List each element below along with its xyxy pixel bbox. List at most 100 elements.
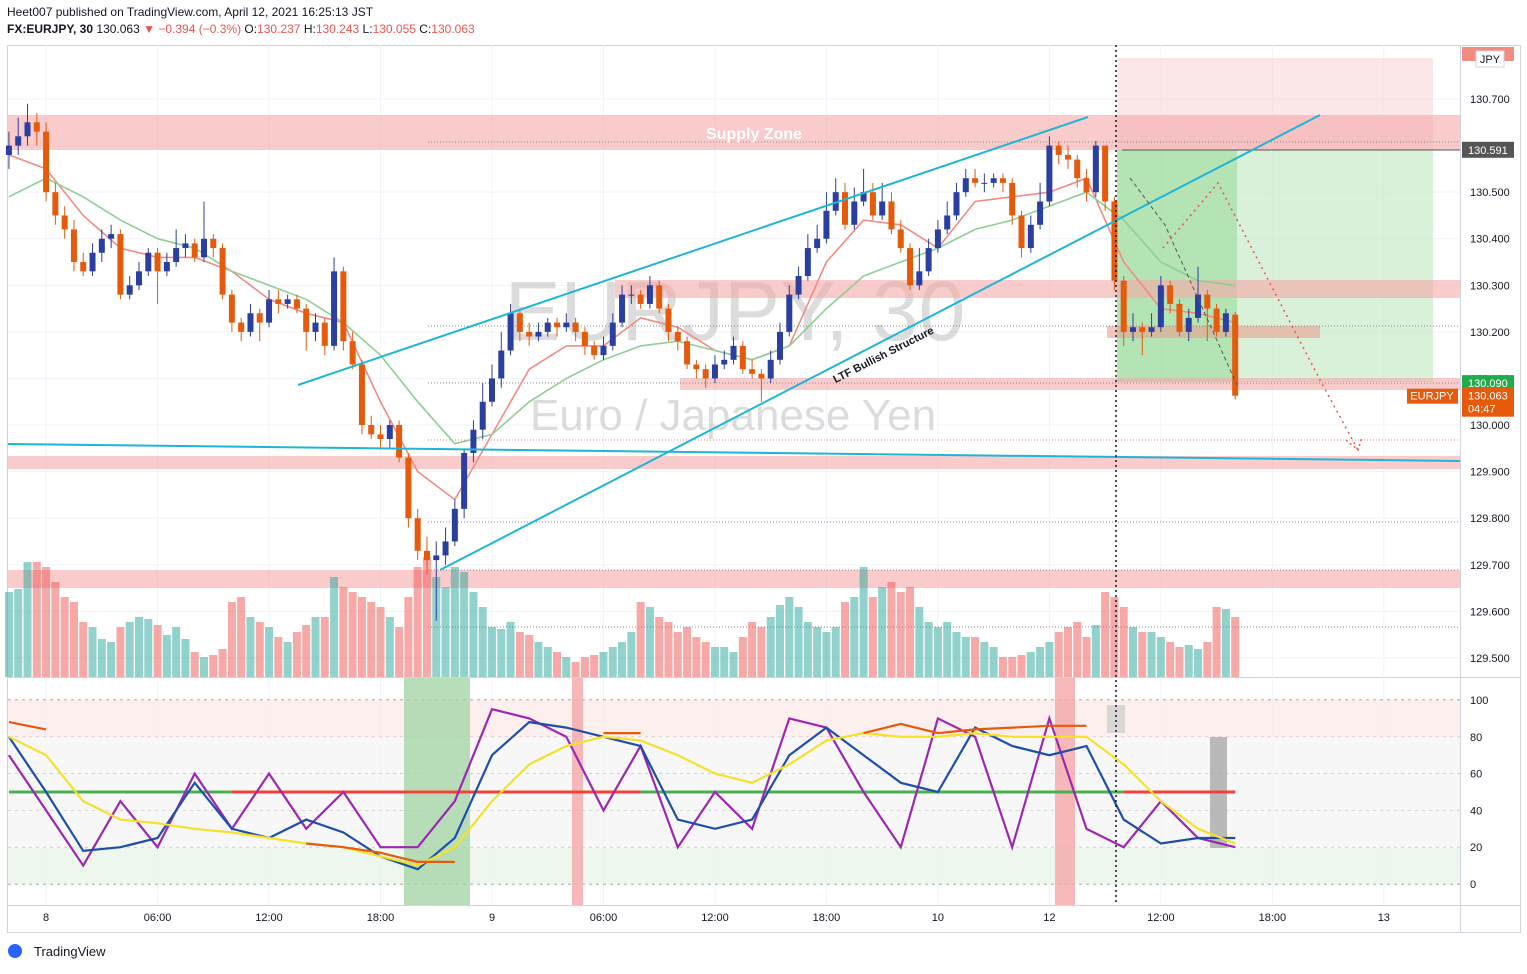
candle-body <box>674 331 681 342</box>
volume-bar <box>998 657 1007 677</box>
volume-bar <box>785 597 794 677</box>
volume <box>4 557 1240 677</box>
resistance-zone <box>615 280 1460 298</box>
candle-body <box>1195 294 1202 318</box>
candle-body <box>238 322 245 332</box>
last-price-box <box>1462 387 1514 417</box>
volume-bar <box>1175 647 1184 677</box>
candle-body <box>1204 294 1211 309</box>
candle-body <box>154 252 161 272</box>
volume-bar <box>190 652 199 677</box>
volume-bar <box>60 597 69 677</box>
oscillator-tick-label: 0 <box>1470 879 1476 891</box>
candle-body <box>405 457 412 519</box>
change: ▼ −0.394 (−0.3%) <box>143 22 241 36</box>
volume-bar <box>209 655 218 677</box>
currency-label: JPY <box>1480 54 1501 66</box>
o-label: O: <box>244 22 257 36</box>
x-tick-label: 8 <box>43 912 49 924</box>
volume-bar <box>729 652 738 677</box>
volume-bar <box>42 567 51 677</box>
c-value: 130.063 <box>431 22 475 36</box>
candle-body <box>1018 215 1025 249</box>
projection-line <box>1129 177 1238 386</box>
candle-body <box>414 518 421 551</box>
candle-body <box>368 425 375 435</box>
candle-body <box>108 234 115 239</box>
candle-body <box>24 122 31 137</box>
candle-body <box>117 234 124 295</box>
y-tick-label: 130.200 <box>1470 327 1510 339</box>
candle-body <box>1027 224 1034 249</box>
candle-body <box>609 322 616 346</box>
candle-body <box>721 359 728 365</box>
candle-body <box>860 192 867 202</box>
price-level-label: 130.090 <box>1468 378 1508 390</box>
x-tick-label: 18:00 <box>367 912 395 924</box>
oscillator-tick-label: 80 <box>1470 732 1482 744</box>
candle-body <box>61 215 68 230</box>
volume-bar <box>69 602 78 677</box>
volume-bar <box>125 622 134 677</box>
volume-bar <box>1026 652 1035 677</box>
candle-body <box>1139 327 1146 332</box>
candle-body <box>5 145 12 155</box>
candle-body <box>544 322 551 332</box>
volume-bar <box>376 607 385 677</box>
volume-bar <box>441 587 450 677</box>
candle-body <box>461 452 468 509</box>
volume-bar <box>775 605 784 677</box>
candle-body <box>628 294 635 296</box>
volume-bar <box>1045 642 1054 677</box>
candle-body <box>572 322 579 332</box>
candle-body <box>1083 178 1090 193</box>
volume-bar <box>822 632 831 677</box>
volume-bar <box>1203 642 1212 677</box>
volume-bar <box>227 602 236 677</box>
chart-frame <box>7 45 1521 933</box>
volume-bar <box>952 632 961 677</box>
volume-bar <box>831 627 840 677</box>
candle-body <box>1157 285 1164 328</box>
volume-bar <box>1156 637 1165 677</box>
candle-body <box>182 243 189 249</box>
volume-bar <box>608 647 617 677</box>
supply-zone-label: Supply Zone <box>706 126 802 143</box>
watermark-symbol: EURJPY, 30 <box>505 264 966 358</box>
volume-bar <box>794 607 803 677</box>
symbol-tag: EURJPY <box>1410 391 1454 403</box>
volume-bar <box>1184 645 1193 677</box>
watermark-name: Euro / Japanese Yen <box>530 391 936 440</box>
volume-bar <box>813 627 822 677</box>
y-tick-label: 129.900 <box>1470 467 1510 479</box>
candle-body <box>842 192 849 225</box>
candle-body <box>953 192 960 216</box>
candle-body <box>1176 303 1183 332</box>
volume-bar <box>144 619 153 677</box>
volume-bar <box>1221 609 1230 677</box>
candle-body <box>433 555 440 561</box>
x-tick-label: 12 <box>1043 912 1055 924</box>
volume-bar <box>200 657 209 677</box>
x-tick-label: 13 <box>1378 912 1390 924</box>
candle-body <box>526 331 533 337</box>
candle-body <box>637 294 644 304</box>
candle-body <box>442 541 449 556</box>
volume-bar <box>283 642 292 677</box>
candle-body <box>33 122 40 132</box>
candle-body <box>1009 182 1016 216</box>
y-tick-label: 129.500 <box>1470 653 1510 665</box>
volume-bar <box>265 627 274 677</box>
volume-bar <box>636 602 645 677</box>
volume-bar <box>469 592 478 677</box>
volume-bar <box>664 622 673 677</box>
volume-bar <box>896 592 905 677</box>
candle-body <box>43 131 50 193</box>
volume-bar <box>460 572 469 677</box>
x-tick-label: 12:00 <box>1147 912 1175 924</box>
volume-bar <box>961 637 970 677</box>
volume-bar <box>692 637 701 677</box>
oscillator-tick-label: 100 <box>1470 695 1488 707</box>
volume-bar <box>330 577 339 677</box>
candle-body <box>489 378 495 402</box>
